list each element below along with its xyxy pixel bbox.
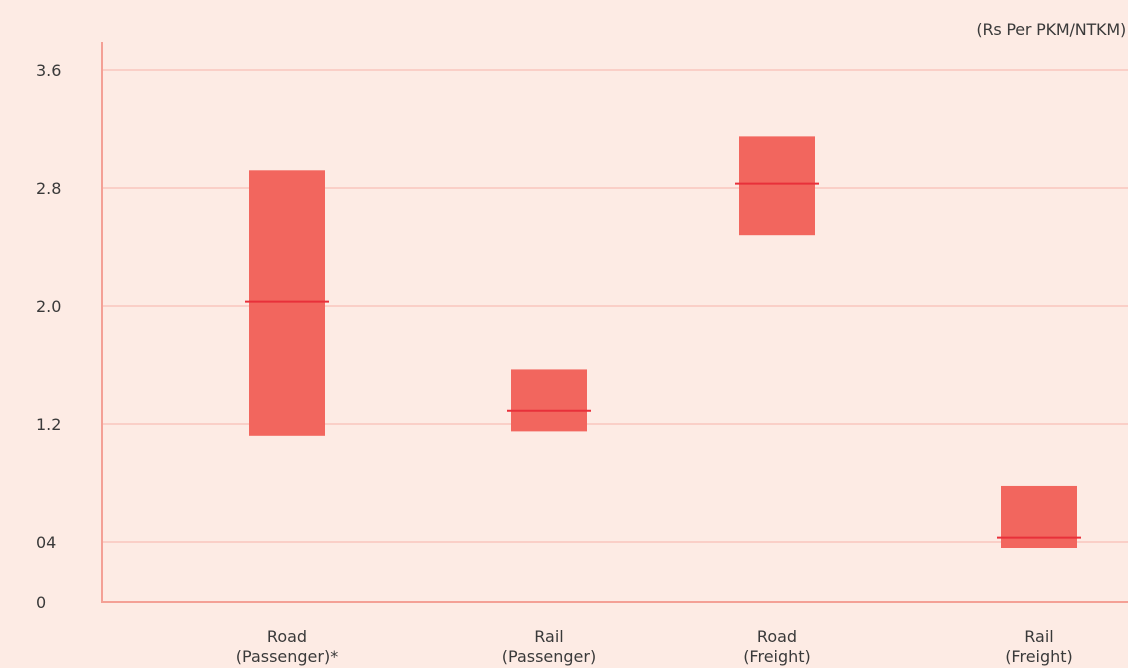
category-sublabel: (Passenger)* [236, 647, 338, 666]
y-tick-label: 04 [36, 533, 56, 552]
y-tick-label: 3.6 [36, 61, 61, 80]
unit-label: (Rs Per PKM/NTKM) [976, 20, 1126, 39]
y-tick-label: 1.2 [36, 415, 61, 434]
y-tick-label: 0 [36, 593, 46, 612]
y-tick-label: 2.8 [36, 179, 61, 198]
category-sublabel: (Passenger) [502, 647, 596, 666]
y-tick-label: 2.0 [36, 297, 61, 316]
range-bar [249, 170, 325, 436]
category-label: Rail [534, 627, 563, 646]
range-bar [739, 136, 815, 236]
category-sublabel: (Freight) [1005, 647, 1073, 666]
category-label: Road [267, 627, 307, 646]
category-label: Road [757, 627, 797, 646]
range-bar [511, 369, 587, 432]
category-sublabel: (Freight) [743, 647, 811, 666]
category-label: Rail [1024, 627, 1053, 646]
range-bar [1001, 485, 1077, 548]
